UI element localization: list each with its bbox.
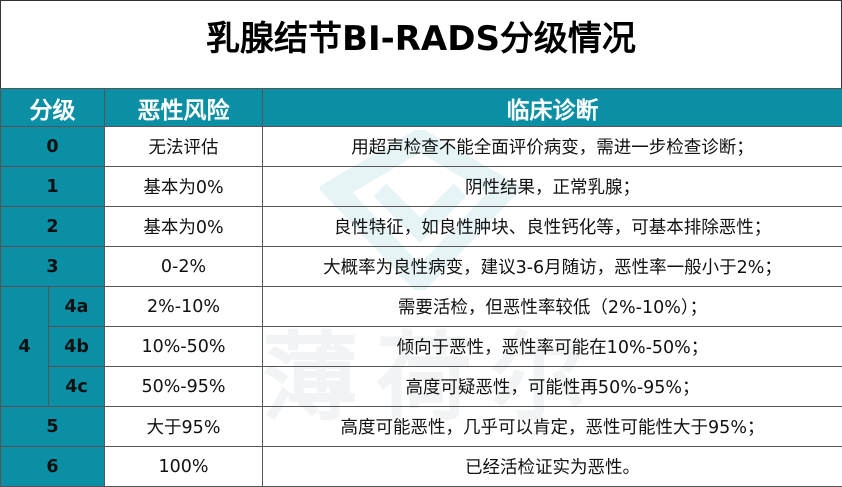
grade-cell: 0 bbox=[1, 127, 105, 167]
table-header-row: 分级 恶性风险 临床诊断 bbox=[1, 89, 842, 127]
table-row: 2 基本为0% 良性特征，如良性肿块、良性钙化等，可基本排除恶性； bbox=[1, 207, 842, 247]
table-row: 3 0-2% 大概率为良性病变，建议3-6月随访，恶性率一般小于2%； bbox=[1, 247, 842, 287]
diagnosis-cell: 大概率为良性病变，建议3-6月随访，恶性率一般小于2%； bbox=[263, 247, 842, 287]
table-row: 6 100% 已经活检证实为恶性。 bbox=[1, 447, 842, 487]
risk-cell: 2%-10% bbox=[105, 287, 263, 327]
risk-cell: 基本为0% bbox=[105, 167, 263, 207]
header-risk: 恶性风险 bbox=[105, 89, 263, 127]
risk-cell: 大于95% bbox=[105, 407, 263, 447]
subgrade-cell: 4c bbox=[49, 367, 105, 407]
table-row: 1 基本为0% 阴性结果，正常乳腺； bbox=[1, 167, 842, 207]
diagnosis-cell: 阴性结果，正常乳腺； bbox=[263, 167, 842, 207]
grade-cell: 1 bbox=[1, 167, 105, 207]
grade-cell: 6 bbox=[1, 447, 105, 487]
subgrade-cell: 4a bbox=[49, 287, 105, 327]
risk-cell: 100% bbox=[105, 447, 263, 487]
page-title: 乳腺结节BI-RADS分级情况 bbox=[0, 0, 842, 88]
table-row: 5 大于95% 高度可能恶性，几乎可以肯定，恶性可能性大于95%； bbox=[1, 407, 842, 447]
risk-cell: 无法评估 bbox=[105, 127, 263, 167]
grade-cell: 2 bbox=[1, 207, 105, 247]
table-row: 4b 10%-50% 倾向于恶性，恶性率可能在10%-50%； bbox=[1, 327, 842, 367]
risk-cell: 10%-50% bbox=[105, 327, 263, 367]
subgrade-cell: 4b bbox=[49, 327, 105, 367]
diagnosis-cell: 良性特征，如良性肿块、良性钙化等，可基本排除恶性； bbox=[263, 207, 842, 247]
diagnosis-cell: 已经活检证实为恶性。 bbox=[263, 447, 842, 487]
diagnosis-cell: 高度可疑恶性，可能性再50%-95%； bbox=[263, 367, 842, 407]
risk-cell: 基本为0% bbox=[105, 207, 263, 247]
table-row: 4 4a 2%-10% 需要活检，但恶性率较低（2%-10%）； bbox=[1, 287, 842, 327]
header-diagnosis: 临床诊断 bbox=[263, 89, 842, 127]
risk-cell: 50%-95% bbox=[105, 367, 263, 407]
grade-cell: 4 bbox=[1, 287, 49, 407]
table-row: 4c 50%-95% 高度可疑恶性，可能性再50%-95%； bbox=[1, 367, 842, 407]
table-row: 0 无法评估 用超声检查不能全面评价病变，需进一步检查诊断； bbox=[1, 127, 842, 167]
grade-cell: 3 bbox=[1, 247, 105, 287]
diagnosis-cell: 倾向于恶性，恶性率可能在10%-50%； bbox=[263, 327, 842, 367]
diagnosis-cell: 用超声检查不能全面评价病变，需进一步检查诊断； bbox=[263, 127, 842, 167]
diagnosis-cell: 高度可能恶性，几乎可以肯定，恶性可能性大于95%； bbox=[263, 407, 842, 447]
risk-cell: 0-2% bbox=[105, 247, 263, 287]
grade-cell: 5 bbox=[1, 407, 105, 447]
diagnosis-cell: 需要活检，但恶性率较低（2%-10%）； bbox=[263, 287, 842, 327]
header-grade: 分级 bbox=[1, 89, 105, 127]
bi-rads-table: 分级 恶性风险 临床诊断 0 无法评估 用超声检查不能全面评价病变，需进一步检查… bbox=[0, 88, 842, 487]
